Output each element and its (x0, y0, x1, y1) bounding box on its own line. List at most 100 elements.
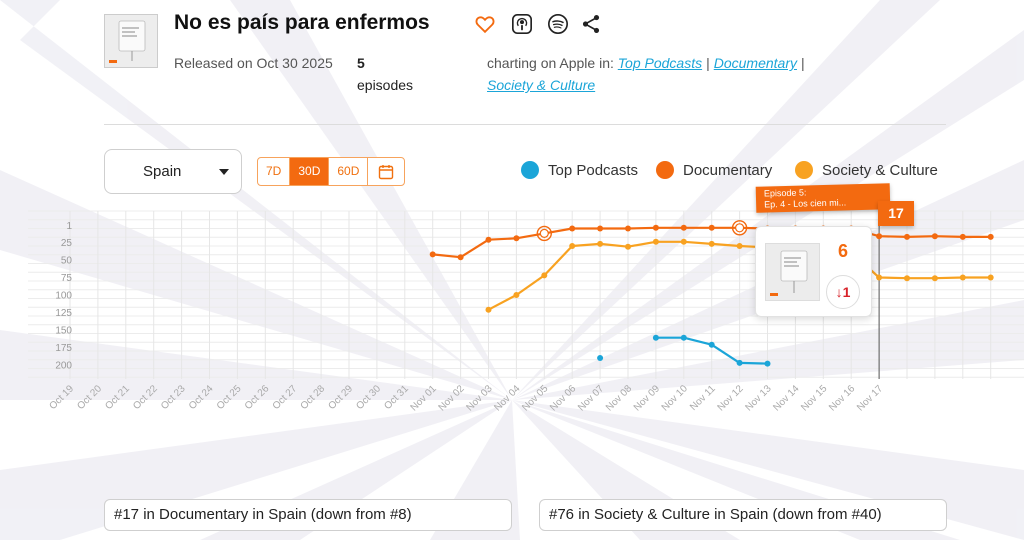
data-point-documentary (597, 225, 604, 232)
data-point-society-culture (736, 243, 743, 249)
x-tick-label: Nov 16 (827, 383, 857, 413)
x-tick-label: Nov 07 (576, 383, 606, 413)
x-tick-label: Nov 04 (492, 383, 522, 413)
x-tick-label: Nov 05 (520, 383, 550, 413)
episode-marker-inner (539, 228, 549, 238)
data-point-society-culture (513, 292, 520, 298)
x-tick-label: Oct 20 (75, 383, 104, 412)
y-tick-label: 75 (61, 273, 73, 284)
country-select-value: Spain (143, 163, 182, 180)
x-tick-label: Nov 08 (604, 383, 634, 413)
x-tick-label: Oct 30 (354, 383, 383, 412)
chevron-down-icon (219, 169, 229, 175)
y-tick-label: 200 (55, 360, 72, 371)
data-point-society-culture (625, 243, 631, 250)
apple-podcasts-icon[interactable] (511, 13, 533, 35)
y-tick-label: 25 (61, 238, 73, 249)
data-point-documentary (931, 233, 938, 240)
episode-marker (536, 225, 552, 242)
x-tick-label: Nov 06 (548, 383, 578, 413)
data-point-documentary (959, 233, 966, 240)
legend-item-top-podcasts[interactable]: Top Podcasts (521, 160, 638, 180)
podcast-thumbnail (765, 243, 820, 301)
episode-marker (731, 220, 748, 236)
release-date: Released on Oct 30 2025 (174, 55, 333, 71)
x-tick-label: Oct 22 (131, 383, 160, 412)
data-point-society-culture (541, 272, 548, 279)
data-point-documentary (876, 233, 883, 240)
data-point-top-podcasts (597, 355, 604, 361)
episode-flag[interactable]: Episode 5: Ep. 4 - Los cien mi... (755, 183, 891, 213)
data-point-documentary (904, 233, 910, 240)
share-icon[interactable] (580, 13, 602, 35)
data-point-documentary (429, 251, 436, 258)
data-point-society-culture (569, 243, 576, 249)
link-society-culture[interactable]: Society & Culture (487, 77, 596, 93)
x-tick-label: Nov 09 (632, 383, 662, 413)
x-tick-label: Nov 14 (771, 383, 801, 413)
x-tick-label: Nov 01 (409, 383, 439, 413)
legend-label: Society & Culture (822, 161, 938, 179)
legend-item-society-culture[interactable]: Society & Culture (795, 160, 938, 180)
x-tick-label: Nov 15 (799, 383, 829, 413)
data-point-top-podcasts (652, 334, 659, 341)
link-documentary[interactable]: Documentary (713, 55, 797, 71)
data-point-documentary (987, 233, 994, 240)
legend-item-documentary[interactable]: Documentary (656, 160, 772, 180)
calendar-button[interactable] (368, 158, 404, 185)
range-60d-button[interactable]: 60D (329, 158, 369, 185)
data-point-society-culture (931, 275, 938, 282)
podcast-cover-image (104, 14, 158, 68)
x-tick-label: Nov 02 (437, 383, 467, 413)
episode-count-number: 5 (357, 55, 365, 71)
data-point-top-podcasts (764, 360, 771, 367)
data-point-documentary (625, 225, 631, 232)
x-tick-label: Nov 17 (855, 383, 885, 413)
heart-icon[interactable] (474, 13, 496, 35)
data-point-documentary (457, 254, 464, 261)
data-point-top-podcasts (708, 341, 715, 348)
link-separator: | (801, 55, 805, 71)
x-tick-label: Nov 10 (660, 383, 690, 413)
range-7d-button[interactable]: 7D (258, 158, 291, 185)
link-separator: | (706, 55, 710, 71)
y-tick-label: 150 (55, 325, 72, 336)
y-tick-label: 1 (66, 221, 72, 232)
range-30d-button[interactable]: 30D (290, 158, 330, 185)
spotify-icon[interactable] (547, 13, 569, 35)
legend-dot (795, 161, 813, 179)
x-tick-label: Nov 11 (688, 383, 718, 413)
x-tick-label: Nov 13 (743, 383, 773, 413)
x-tick-label: Nov 03 (464, 383, 494, 413)
x-tick-label: Oct 29 (327, 383, 356, 412)
data-point-documentary (652, 224, 659, 231)
y-tick-label: 175 (55, 343, 72, 354)
data-point-top-podcasts (680, 334, 687, 341)
status-society-culture: #76 in Society & Culture in Spain (down … (539, 499, 947, 531)
x-tick-label: Oct 19 (48, 383, 77, 412)
x-tick-label: Oct 28 (299, 383, 328, 412)
data-point-society-culture (485, 306, 492, 313)
x-tick-label: Oct 24 (187, 383, 216, 412)
status-documentary: #17 in Documentary in Spain (down from #… (104, 499, 512, 531)
data-point-documentary (680, 224, 687, 231)
x-tick-label: Oct 21 (103, 383, 132, 412)
x-tick-label: Oct 27 (271, 383, 300, 412)
header-divider (104, 124, 946, 125)
data-point-top-podcasts (736, 359, 743, 366)
data-point-society-culture (959, 274, 966, 281)
y-tick-label: 125 (55, 308, 72, 319)
link-top-podcasts[interactable]: Top Podcasts (617, 55, 703, 71)
data-point-documentary (485, 236, 492, 243)
episode-marker-inner (734, 223, 745, 233)
time-range-selector: 7D 30D 60D (257, 157, 406, 186)
data-point-society-culture (904, 275, 910, 282)
popup-rank-value: 6 (838, 241, 849, 261)
data-point-documentary (708, 224, 715, 231)
country-select[interactable]: Spain (104, 149, 242, 194)
popup-rank-change: ↓1 (826, 275, 860, 309)
legend-dot (656, 161, 674, 179)
data-point-society-culture (652, 238, 659, 245)
y-tick-label: 100 (55, 290, 72, 301)
